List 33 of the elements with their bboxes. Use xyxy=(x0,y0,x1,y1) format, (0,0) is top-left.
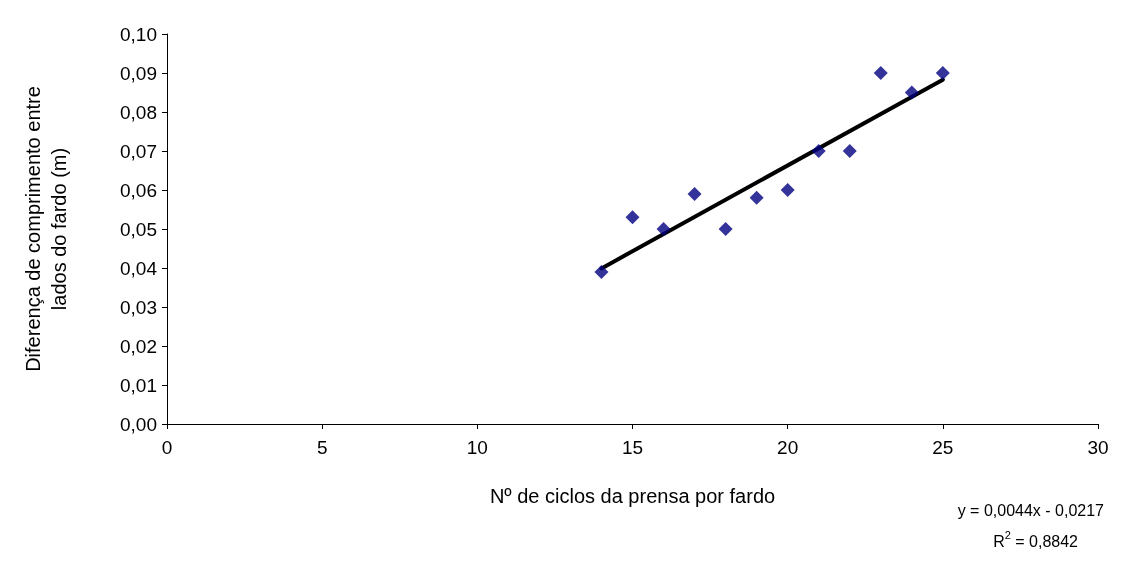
point xyxy=(594,264,609,279)
x-axis-title: Nº de ciclos da prensa por fardo xyxy=(489,485,776,507)
y-tick-label: 0,09 xyxy=(120,62,157,84)
y-tick-label: 0,05 xyxy=(120,218,157,240)
point xyxy=(718,222,733,236)
y-tick-label: 0,08 xyxy=(120,101,157,123)
y-tick-label: 0,07 xyxy=(120,140,157,162)
point xyxy=(656,222,671,236)
y-tick-label: 0,01 xyxy=(120,374,157,396)
point xyxy=(780,183,795,197)
y-tick-label: 0,04 xyxy=(120,257,158,279)
point xyxy=(687,186,702,201)
point xyxy=(935,66,950,80)
point xyxy=(873,66,888,80)
y-tick-label: 0,02 xyxy=(120,335,157,357)
x-tick-label: 20 xyxy=(777,437,799,458)
y-tick-label: 0,00 xyxy=(120,413,157,435)
x-tick-label: 0 xyxy=(161,437,173,458)
point xyxy=(749,190,764,205)
y-tick-label: 0,06 xyxy=(120,179,157,201)
y-axis-title: Diferença de comprimento entre lados do fardo (m) xyxy=(22,86,70,372)
y-tick-label: 0,10 xyxy=(120,23,157,45)
point xyxy=(904,85,919,100)
text: y = 0,0044x - 0,0217 xyxy=(957,501,1105,519)
y-tick-label: 0,03 xyxy=(120,296,157,318)
x-tick-label: 15 xyxy=(621,437,644,458)
x-tick-label: 25 xyxy=(932,437,954,458)
point xyxy=(811,144,826,158)
x-tick-label: 5 xyxy=(316,437,328,458)
point xyxy=(625,210,640,225)
x-tick-label: 10 xyxy=(466,437,488,458)
point xyxy=(842,144,857,158)
x-tick-label: 30 xyxy=(1087,437,1109,458)
